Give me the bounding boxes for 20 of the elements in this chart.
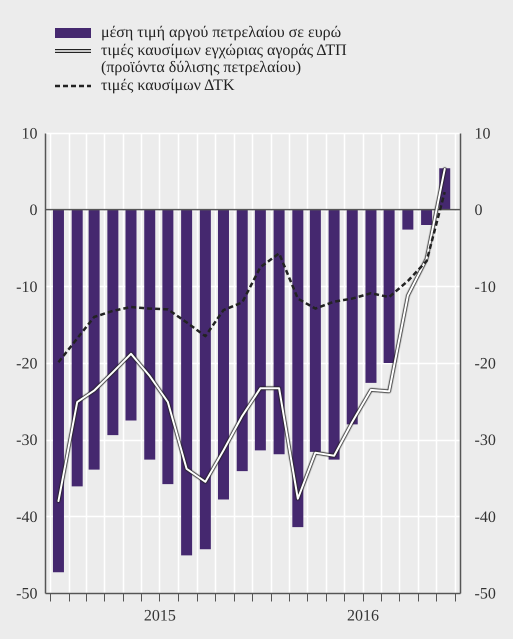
y-tick-label: 0 xyxy=(30,202,38,220)
y2-tick-label: -50 xyxy=(474,586,496,602)
y2-tick-label: 0 xyxy=(474,202,482,220)
legend-label: μέση τιμή αργού πετρελαίου σε ευρώ xyxy=(101,24,342,41)
legend-label: τιμές καυσίμων εγχώριας αγοράς ΔΤΠ (προϊόντα δύλισης πετρελαίου) xyxy=(101,42,348,76)
legend-label: τιμές καυσίμων ΔΤΚ xyxy=(101,77,234,94)
x-tick-label: 2015 xyxy=(144,608,176,624)
y-tick-label: -40 xyxy=(16,508,38,526)
y2-tick-label: 10 xyxy=(474,126,490,142)
y2-tick-label: -40 xyxy=(474,508,496,526)
y-tick-label: -20 xyxy=(16,356,38,372)
line-series xyxy=(57,190,446,364)
y2-tick-label: -10 xyxy=(474,278,496,296)
y-tick-label: -50 xyxy=(16,586,38,602)
y2-tick-label: -20 xyxy=(474,356,496,372)
y-tick-label: 10 xyxy=(22,126,38,142)
y-tick-label: -10 xyxy=(16,278,38,296)
x-tick-label: 2016 xyxy=(347,608,380,624)
y2-tick-label: -30 xyxy=(474,432,496,450)
y-tick-label: -30 xyxy=(16,432,38,450)
